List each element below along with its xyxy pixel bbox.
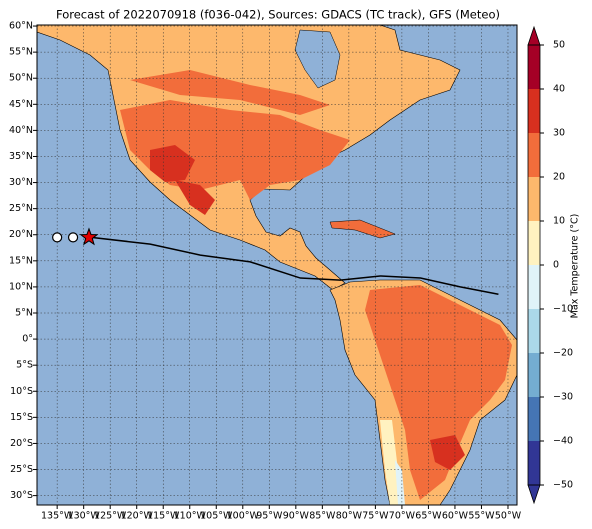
x-tick-label: 135°W bbox=[41, 511, 74, 522]
x-tick-label: 120°W bbox=[121, 511, 154, 522]
x-tick-label: 60°W bbox=[442, 511, 469, 522]
x-tick-label: 75°W bbox=[362, 511, 389, 522]
y-tick-label: 30°S bbox=[10, 490, 33, 501]
x-tick-label: 125°W bbox=[94, 511, 127, 522]
y-tick-label: 5°S bbox=[16, 360, 33, 371]
colorbar: −50 −40 −30 −20 −10 0 10 20 30 40 50 bbox=[527, 25, 573, 505]
colorbar-tick-label: 30 bbox=[553, 128, 565, 139]
colorbar-segment bbox=[528, 89, 540, 133]
y-tick-label: 10°N bbox=[9, 281, 33, 292]
map-area bbox=[37, 25, 517, 505]
y-tick-label: 35°N bbox=[9, 151, 33, 162]
x-tick-label: 50°W bbox=[495, 511, 522, 522]
x-tick-label: 55°W bbox=[468, 511, 495, 522]
colorbar-label: Max Temperature (°C) bbox=[570, 214, 581, 319]
hudson-bay bbox=[294, 29, 341, 89]
southern-cone-cool bbox=[395, 460, 405, 505]
x-tick-label: 105°W bbox=[200, 511, 233, 522]
y-tick-label: 15°S bbox=[10, 412, 33, 423]
very-hot-southwest bbox=[150, 145, 195, 182]
colorbar-segment bbox=[528, 353, 540, 397]
colorbar-tick-label: −50 bbox=[553, 480, 573, 491]
colorbar-tick-label: 10 bbox=[553, 216, 565, 227]
colorbar-tick-label: −30 bbox=[553, 392, 573, 403]
chaco-very-hot bbox=[430, 435, 465, 470]
andes-cool bbox=[380, 420, 402, 505]
y-tick-label: 25°N bbox=[9, 203, 33, 214]
y-tick-label: 5°N bbox=[15, 308, 33, 319]
x-tick-label: 110°W bbox=[174, 511, 207, 522]
colorbar-segment bbox=[528, 397, 540, 441]
colorbar-segment bbox=[528, 441, 540, 485]
current-position bbox=[79, 227, 99, 246]
y-tick-label: 20°N bbox=[9, 229, 33, 240]
track bbox=[52, 227, 499, 295]
colorbar-segment bbox=[528, 133, 540, 177]
grid bbox=[37, 25, 517, 505]
x-tick-label: 80°W bbox=[336, 511, 363, 522]
y-tick-label: 25°S bbox=[10, 464, 33, 475]
y-tick-label: 45°N bbox=[9, 99, 33, 110]
x-tick-label: 95°W bbox=[256, 511, 283, 522]
y-tick-label: 15°N bbox=[9, 255, 33, 266]
y-tick-label: 50°N bbox=[9, 73, 33, 84]
colorbar-segment bbox=[528, 45, 540, 89]
colorbar-tick-label: 0 bbox=[553, 260, 559, 271]
y-tick-label: 10°S bbox=[10, 386, 33, 397]
colorbar-tick-label: −20 bbox=[553, 348, 573, 359]
colorbar-segment bbox=[528, 265, 540, 309]
colorbar-tick-label: 20 bbox=[553, 172, 565, 183]
colorbar-tick-label: 50 bbox=[553, 40, 565, 51]
track-line bbox=[89, 236, 499, 295]
x-tick-label: 90°W bbox=[283, 511, 310, 522]
y-tick-label: 20°S bbox=[10, 438, 33, 449]
y-tick-label: 40°N bbox=[9, 125, 33, 136]
mexico-hot bbox=[175, 180, 215, 215]
map-frame bbox=[36, 24, 518, 506]
colorbar-extend-top bbox=[527, 25, 541, 46]
axes: 135°W130°W125°W120°W115°W110°W105°W100°W… bbox=[9, 21, 522, 522]
x-tick-label: 115°W bbox=[147, 511, 180, 522]
y-tick-label: 0° bbox=[22, 334, 33, 345]
colorbar-segment bbox=[528, 177, 540, 221]
y-tick-label: 30°N bbox=[9, 177, 33, 188]
south-america-hot bbox=[365, 285, 512, 500]
colorbar-tick-label: −10 bbox=[553, 304, 573, 315]
colorbar-extend-bottom bbox=[527, 484, 541, 505]
colorbar-segment bbox=[528, 309, 540, 353]
x-tick-label: 130°W bbox=[68, 511, 101, 522]
x-tick-label: 70°W bbox=[389, 511, 416, 522]
x-tick-label: 100°W bbox=[227, 511, 260, 522]
map-title: Forecast of 2022070918 (f036-042), Sourc… bbox=[56, 8, 500, 22]
colorbar-tick-label: 40 bbox=[553, 84, 565, 95]
hot-region-canada bbox=[130, 70, 330, 115]
past-position bbox=[67, 232, 79, 243]
colorbar-tick-label: −40 bbox=[553, 436, 573, 447]
y-tick-label: 55°N bbox=[9, 47, 33, 58]
x-tick-label: 85°W bbox=[309, 511, 336, 522]
x-tick-label: 65°W bbox=[415, 511, 442, 522]
y-tick-label: 60°N bbox=[9, 21, 33, 32]
caribbean-islands bbox=[329, 219, 396, 239]
past-position bbox=[52, 232, 63, 243]
colorbar-segment bbox=[528, 221, 540, 265]
